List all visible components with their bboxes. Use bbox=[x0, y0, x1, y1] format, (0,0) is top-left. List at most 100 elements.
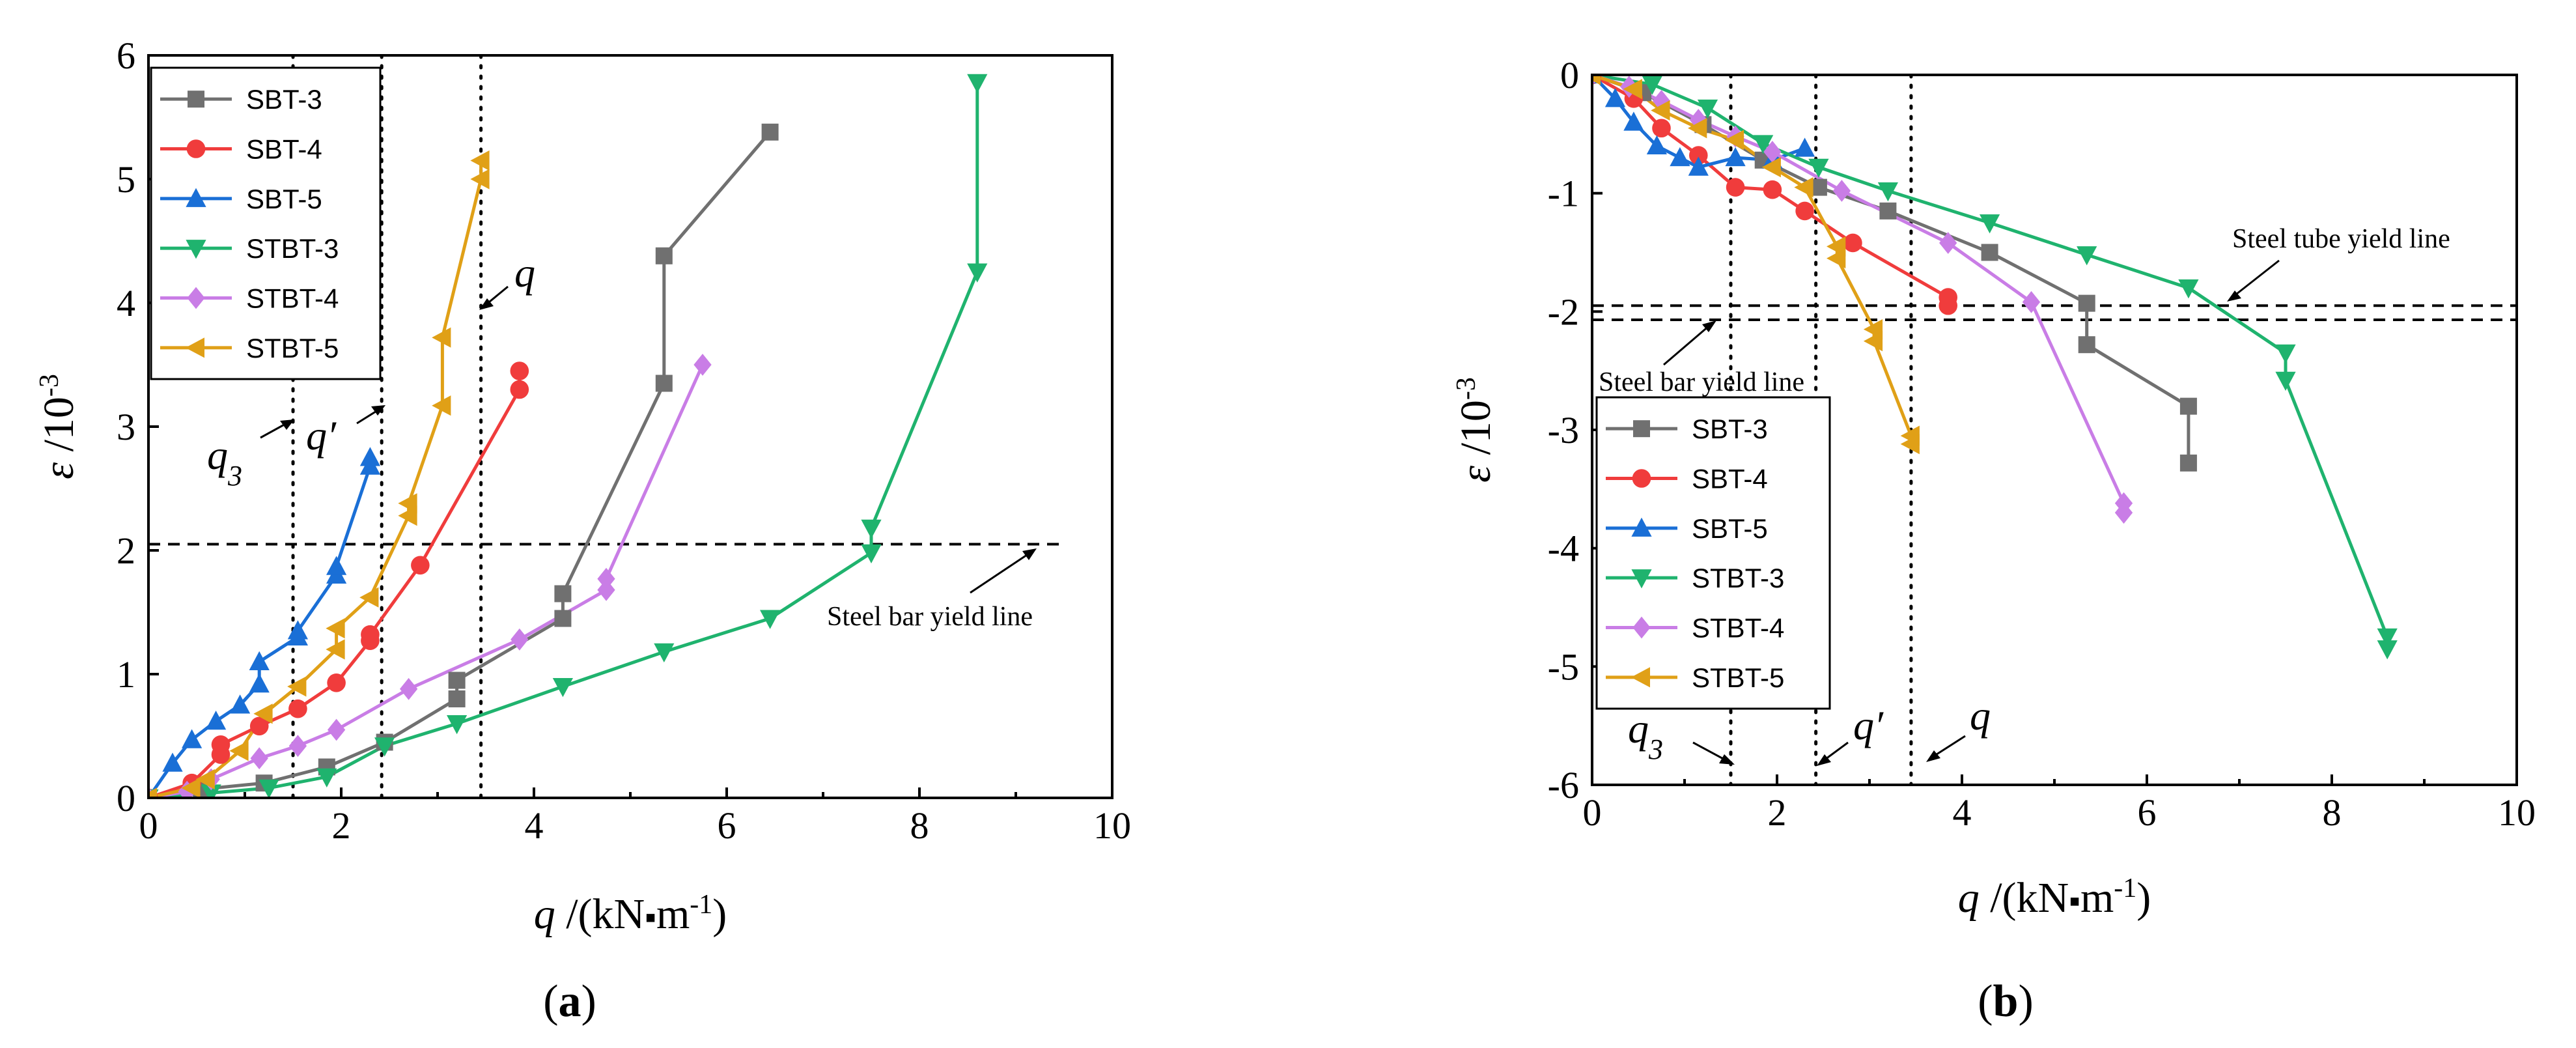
panel-b-q-label: q bbox=[1970, 692, 1991, 739]
data-point-sbt-4 bbox=[1763, 180, 1782, 199]
panel-a-x-axis-title: q /(kN▪m-1) bbox=[534, 890, 727, 938]
data-point-stbt-4 bbox=[327, 718, 346, 741]
panel-a-q3-label: q3 bbox=[207, 432, 242, 492]
data-point-sbt-5 bbox=[326, 556, 347, 575]
data-point-stbt-5 bbox=[1794, 177, 1813, 198]
y-tick-label: 0 bbox=[117, 777, 135, 819]
data-point-stbt-3 bbox=[316, 768, 337, 787]
x-tick-label: 10 bbox=[1093, 804, 1131, 847]
data-point-sbt-5 bbox=[206, 710, 227, 730]
x-tick-label: 4 bbox=[525, 804, 544, 847]
legend-label-stbt-4: STBT-4 bbox=[246, 283, 339, 314]
legend-label-stbt-4: STBT-4 bbox=[1692, 613, 1784, 644]
data-point-stbt-5 bbox=[1863, 331, 1883, 352]
data-point-sbt-4 bbox=[411, 556, 430, 575]
data-point-sbt-5 bbox=[1670, 147, 1690, 167]
data-point-stbt-5 bbox=[470, 169, 490, 190]
legend-marker-stbt-3 bbox=[186, 240, 206, 259]
data-point-stbt-3 bbox=[2077, 246, 2097, 266]
panel-b-q3-label: q3 bbox=[1628, 705, 1663, 765]
data-point-stbt-3 bbox=[2377, 628, 2398, 648]
series-line-sbt-4 bbox=[1592, 75, 1950, 306]
legend-label-stbt-5: STBT-5 bbox=[246, 333, 339, 363]
panel-a-q-label: q bbox=[514, 249, 535, 296]
data-point-stbt-3 bbox=[201, 784, 221, 798]
y-tick-label: 4 bbox=[117, 282, 135, 324]
panel-b-annotations: Steel tube yield line Steel bar yield li… bbox=[1599, 224, 2450, 766]
data-point-stbt-5 bbox=[326, 618, 345, 639]
data-point-stbt-5 bbox=[432, 395, 451, 416]
legend-label-sbt-3: SBT-3 bbox=[246, 84, 322, 115]
x-tick-label: 0 bbox=[139, 804, 158, 847]
data-point-sbt-3 bbox=[2179, 397, 2197, 415]
data-point-stbt-5 bbox=[1592, 75, 1601, 85]
data-point-stbt-4 bbox=[597, 578, 615, 601]
legend-marker-sbt-3 bbox=[188, 91, 204, 108]
data-point-stbt-5 bbox=[398, 493, 417, 514]
data-point-stbt-3 bbox=[654, 643, 675, 663]
data-point-stbt-3 bbox=[1697, 99, 1718, 119]
data-point-stbt-4 bbox=[511, 628, 529, 651]
data-point-stbt-3 bbox=[374, 737, 395, 757]
series-line-sbt-3 bbox=[148, 131, 772, 798]
data-point-sbt-3 bbox=[1879, 202, 1897, 220]
legend-marker-sbt-3 bbox=[1633, 420, 1650, 438]
data-point-stbt-3 bbox=[1877, 182, 1898, 202]
y-tick-label: 2 bbox=[117, 530, 135, 572]
x-tick-label: 6 bbox=[2138, 791, 2157, 834]
panel-b-ticks: 0 2 4 6 8 10 0 -1 -2 -3 -4 -5 -6 bbox=[1548, 54, 2536, 834]
data-point-sbt-5 bbox=[249, 651, 270, 670]
data-point-stbt-5 bbox=[1651, 100, 1670, 121]
data-point-stbt-4 bbox=[1652, 90, 1671, 112]
data-point-stbt-4 bbox=[250, 747, 268, 770]
data-point-sbt-3 bbox=[2179, 454, 2197, 472]
x-tick-label: 2 bbox=[332, 804, 351, 847]
data-point-stbt-5 bbox=[359, 587, 379, 608]
legend-marker-stbt-3 bbox=[1631, 569, 1652, 589]
data-point-sbt-3 bbox=[2078, 294, 2095, 312]
y-tick-label: -1 bbox=[1548, 173, 1579, 215]
data-point-stbt-5 bbox=[195, 769, 215, 790]
data-point-stbt-3 bbox=[552, 678, 573, 698]
y-tick-label: -2 bbox=[1548, 290, 1579, 333]
x-tick-label: 10 bbox=[2498, 791, 2536, 834]
data-point-stbt-3 bbox=[447, 715, 468, 735]
data-point-sbt-4 bbox=[1843, 233, 1862, 253]
data-point-stbt-3 bbox=[967, 263, 988, 283]
y-tick-label: 0 bbox=[1560, 54, 1579, 96]
data-point-stbt-3 bbox=[2377, 640, 2398, 660]
x-tick-label: 4 bbox=[1953, 791, 1972, 834]
data-point-sbt-3 bbox=[655, 247, 673, 264]
data-point-stbt-5 bbox=[229, 741, 249, 761]
data-point-stbt-3 bbox=[861, 519, 882, 539]
legend-label-sbt-4: SBT-4 bbox=[246, 134, 322, 165]
data-point-sbt-3 bbox=[761, 123, 779, 141]
panel-a-label: (a) bbox=[543, 976, 596, 1027]
data-point-stbt-5 bbox=[253, 703, 273, 724]
data-point-stbt-3 bbox=[1642, 76, 1662, 95]
legend-label-stbt-3: STBT-3 bbox=[246, 233, 339, 264]
data-point-stbt-4 bbox=[2022, 290, 2041, 313]
data-point-sbt-4 bbox=[1652, 119, 1671, 138]
data-point-stbt-5 bbox=[1827, 248, 1846, 269]
panel-a-legend: SBT-3 SBT-4 SBT-5 STBT-3 STBT-4 STBT-5 bbox=[150, 66, 382, 380]
panel-a-ticks: 0 2 4 6 8 10 0 1 2 3 4 5 6 bbox=[117, 35, 1131, 847]
data-point-sbt-5 bbox=[287, 620, 308, 640]
y-tick-label: -3 bbox=[1548, 409, 1579, 451]
data-point-sbt-4 bbox=[1689, 146, 1708, 165]
data-point-stbt-3 bbox=[2178, 279, 2199, 299]
panel-b-legend: SBT-3 SBT-4 SBT-5 STBT-3 STBT-4 STBT-5 bbox=[1595, 396, 1831, 710]
data-point-stbt-5 bbox=[432, 327, 451, 348]
data-point-sbt-5 bbox=[249, 673, 270, 693]
data-point-sbt-4 bbox=[361, 625, 380, 644]
data-point-sbt-3 bbox=[554, 610, 572, 627]
data-point-sbt-5 bbox=[1688, 156, 1709, 176]
data-point-stbt-3 bbox=[259, 779, 279, 798]
data-point-sbt-3 bbox=[1981, 244, 1998, 261]
panel-b: 0 2 4 6 8 10 0 -1 -2 -3 -4 -5 -6 ε /10-3 q /(kN▪m-1)… bbox=[1451, 54, 2536, 1027]
x-tick-label: 8 bbox=[910, 804, 929, 847]
data-point-sbt-5 bbox=[1604, 88, 1626, 107]
panel-b-qprime-label: q′ bbox=[1853, 702, 1884, 748]
data-point-stbt-4 bbox=[399, 677, 418, 700]
